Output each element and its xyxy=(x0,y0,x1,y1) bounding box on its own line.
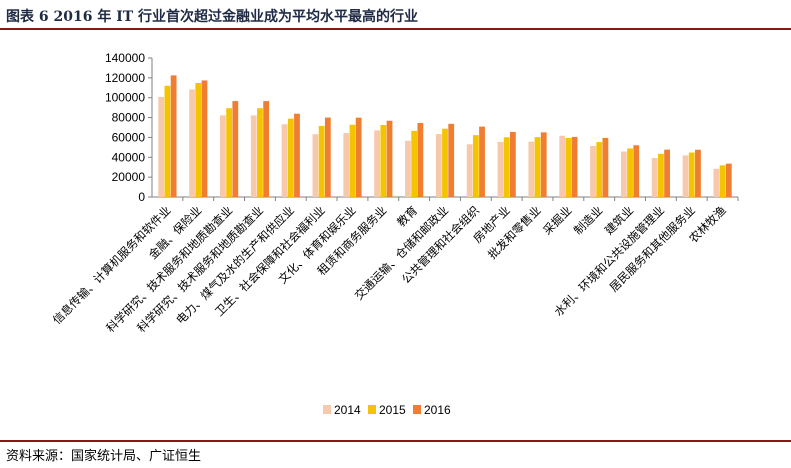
bar-2015 xyxy=(627,148,633,197)
bar-2016 xyxy=(664,149,670,197)
bar-2015 xyxy=(657,153,664,197)
bar-2014 xyxy=(343,133,350,197)
bar-2014 xyxy=(220,115,226,197)
bar-2015 xyxy=(164,85,171,197)
bar-2016 xyxy=(263,101,270,197)
legend-label: 2016 xyxy=(424,403,451,417)
bar-2015 xyxy=(472,135,479,197)
bar-2014 xyxy=(435,134,442,197)
figure-title: 图表 6 2016 年 IT 行业首次超过金融业成为平均水平最高的行业 xyxy=(6,9,419,25)
bar-2014 xyxy=(713,168,720,197)
category-label: 制造业 xyxy=(571,203,605,237)
category-label: 采掘业 xyxy=(540,203,574,237)
chart-axes: 0 20000 40000 60000 80000 100000 120000 140000 xyxy=(105,51,739,204)
source-note: 资料来源：国家统计局、广证恒生 xyxy=(6,449,202,464)
bar-2014 xyxy=(682,155,689,197)
category-label: 教育 xyxy=(394,203,420,229)
bar-2016 xyxy=(448,123,455,197)
bar-2015 xyxy=(596,142,603,197)
bar-2016 xyxy=(602,137,609,197)
bar-2016 xyxy=(170,75,177,198)
bar-2015 xyxy=(318,125,325,197)
legend-swatch-2015 xyxy=(368,405,376,414)
y-tick-label: 40000 xyxy=(112,150,146,164)
bar-2015 xyxy=(719,165,726,197)
bar-2015 xyxy=(195,83,202,197)
bar-2014 xyxy=(312,134,319,197)
y-tick-label: 80000 xyxy=(112,111,146,125)
bar-2015 xyxy=(688,152,695,197)
bar-2015 xyxy=(534,137,541,197)
bar-2014 xyxy=(497,141,504,197)
bar-2016 xyxy=(386,120,393,197)
y-tick-label: 140000 xyxy=(105,51,145,65)
bar-2016 xyxy=(695,149,701,197)
source-rule xyxy=(0,440,791,442)
y-tick-label: 100000 xyxy=(105,91,145,105)
bar-2016 xyxy=(509,131,516,197)
bar-2015 xyxy=(226,108,233,197)
bar-2016 xyxy=(725,163,732,197)
legend-swatch-2016 xyxy=(413,405,421,414)
bar-2016 xyxy=(479,126,485,197)
bar-2016 xyxy=(571,136,578,197)
bar-2015 xyxy=(442,128,448,197)
bar-chart: 020000400006000080000100000120000140000 … xyxy=(50,51,739,417)
bar-2014 xyxy=(528,141,535,197)
bar-2016 xyxy=(294,113,300,197)
bar-2014 xyxy=(405,140,411,197)
bar-2014 xyxy=(651,158,658,197)
bar-2016 xyxy=(324,117,331,197)
legend-label: 2014 xyxy=(334,403,361,417)
bar-2015 xyxy=(411,130,418,197)
legend-swatch-2014 xyxy=(323,405,331,414)
bar-2014 xyxy=(620,151,627,197)
bar-2014 xyxy=(559,135,566,197)
bar-2015 xyxy=(349,124,356,197)
bar-2015 xyxy=(287,118,294,197)
chart-bars xyxy=(158,75,732,198)
y-tick-label: 60000 xyxy=(112,130,146,144)
bar-2014 xyxy=(466,144,473,197)
bar-2015 xyxy=(380,125,387,197)
bar-2016 xyxy=(417,123,424,197)
bar-2016 xyxy=(540,132,547,197)
legend-label: 2015 xyxy=(379,403,406,417)
bar-2015 xyxy=(503,137,510,197)
bar-2014 xyxy=(281,124,288,197)
category-labels: 信息传输、计算机服务和软件业金融、保险业科学研究、技术服务和地质勘查业科学研究、… xyxy=(50,203,729,335)
bar-2016 xyxy=(232,101,239,197)
category-label: 科学研究、技术服务和地质勘查业 xyxy=(103,203,235,335)
bar-2016 xyxy=(633,145,640,197)
bar-2015 xyxy=(565,138,572,197)
y-tick-label: 20000 xyxy=(112,170,146,184)
bar-2014 xyxy=(590,145,596,197)
bar-2014 xyxy=(158,96,165,197)
title-rule xyxy=(0,28,791,30)
y-tick-label: 0 xyxy=(138,190,145,204)
bar-2014 xyxy=(374,130,381,197)
bar-2014 xyxy=(250,115,257,197)
y-tick-label: 120000 xyxy=(105,71,145,85)
chart-legend: 2014 2015 2016 xyxy=(323,403,451,417)
bar-2016 xyxy=(201,80,208,197)
bar-2014 xyxy=(189,89,195,197)
bar-2016 xyxy=(355,117,362,197)
bar-2015 xyxy=(257,108,263,197)
